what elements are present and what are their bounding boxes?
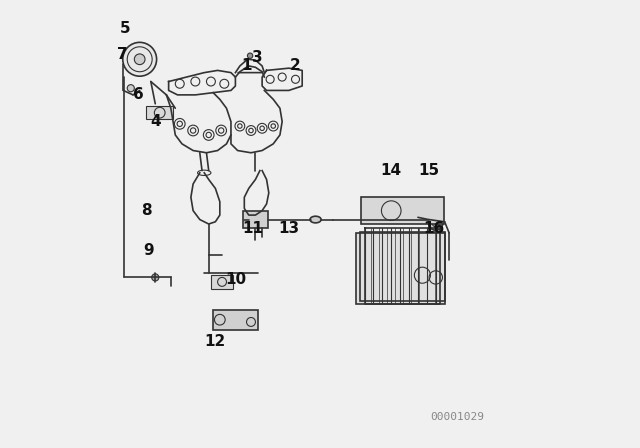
Text: 00001029: 00001029 [431, 412, 484, 422]
Text: 5: 5 [120, 21, 131, 35]
Text: 10: 10 [225, 272, 246, 287]
Circle shape [127, 85, 134, 92]
Text: 1: 1 [241, 58, 252, 73]
Bar [213, 310, 258, 330]
Bar [356, 233, 445, 304]
Text: 13: 13 [278, 221, 300, 236]
Bar [243, 211, 268, 228]
Bar [361, 197, 444, 224]
Text: 16: 16 [423, 221, 444, 236]
Bar [360, 232, 445, 301]
Text: 4: 4 [150, 114, 161, 129]
Circle shape [152, 274, 159, 281]
Ellipse shape [310, 216, 321, 223]
Text: 8: 8 [141, 203, 152, 218]
Circle shape [134, 54, 145, 65]
Circle shape [248, 53, 253, 58]
Text: 3: 3 [252, 50, 263, 65]
Text: 11: 11 [243, 221, 264, 236]
Text: 6: 6 [133, 87, 144, 103]
Text: 14: 14 [381, 163, 402, 178]
Text: 2: 2 [290, 58, 301, 73]
Bar [211, 275, 233, 289]
Text: 7: 7 [118, 47, 128, 62]
Bar [147, 106, 173, 119]
Text: 15: 15 [419, 163, 440, 178]
Text: 12: 12 [204, 335, 225, 349]
Text: 9: 9 [143, 243, 154, 258]
Circle shape [429, 216, 443, 230]
Circle shape [123, 43, 157, 76]
